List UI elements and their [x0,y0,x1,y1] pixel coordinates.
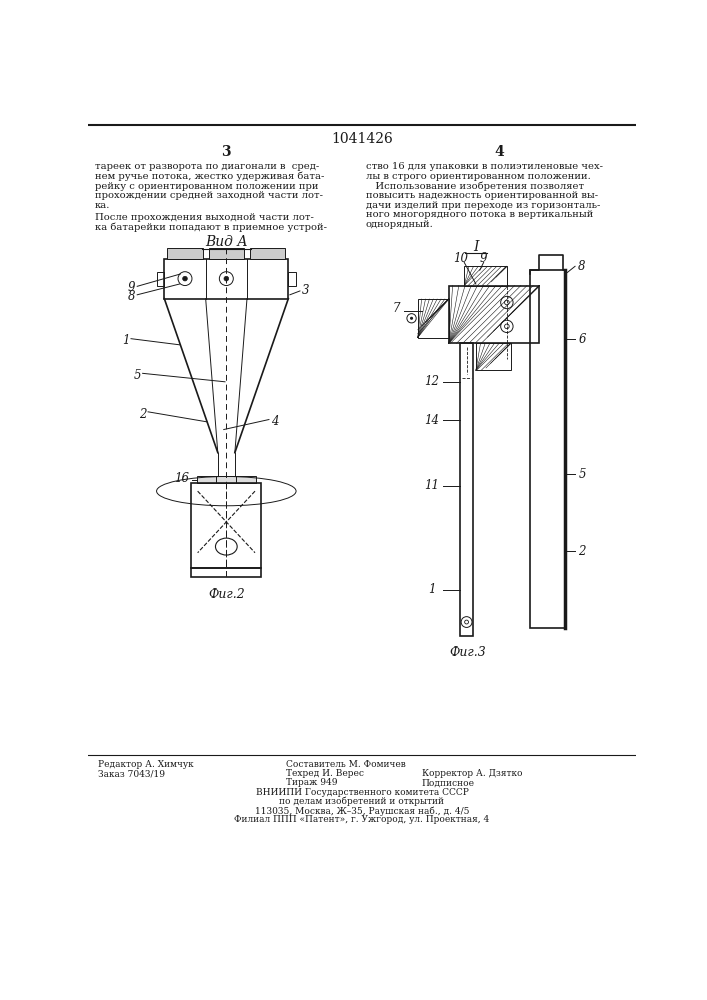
Text: Вид А: Вид А [205,235,247,249]
Text: 4: 4 [494,145,504,159]
Circle shape [182,276,187,281]
Text: прохождении средней заходной части лот-: прохождении средней заходной части лот- [95,191,322,200]
Text: 10: 10 [453,252,468,265]
Bar [156,272,164,286]
Text: Составитель М. Фомичев: Составитель М. Фомичев [286,760,406,769]
Bar [418,299,449,338]
Bar [216,476,236,483]
Text: 3: 3 [221,145,230,159]
Bar [192,483,261,568]
Text: ного многорядного потока в вертикальный: ного многорядного потока в вертикальный [366,210,593,219]
Text: После прохождения выходной части лот-: После прохождения выходной части лот- [95,213,313,222]
Bar [192,568,261,577]
Circle shape [224,276,228,281]
Text: Корректор А. Дзятко: Корректор А. Дзятко [421,769,522,778]
Bar [209,248,244,259]
Text: повысить надежность ориентированной вы-: повысить надежность ориентированной вы- [366,191,598,200]
Text: 5: 5 [134,369,141,382]
Text: тареек от разворота по диагонали в  сред-: тареек от разворота по диагонали в сред- [95,162,319,171]
Text: 4: 4 [271,415,278,428]
Text: дачи изделий при переходе из горизонталь-: дачи изделий при переходе из горизонталь… [366,201,600,210]
Text: Заказ 7043/19: Заказ 7043/19 [98,769,165,778]
Text: ка.: ка. [95,201,110,210]
Text: 3: 3 [302,284,309,297]
Text: 2: 2 [139,408,146,421]
Text: 14: 14 [424,414,439,427]
Text: 9: 9 [128,281,136,294]
Text: Фиг.2: Фиг.2 [208,588,245,601]
Text: Подписное: Подписное [421,778,474,787]
Bar [464,266,507,286]
Text: 1: 1 [428,583,436,596]
Text: Тираж 949: Тираж 949 [286,778,337,787]
Text: однорядный.: однорядный. [366,220,433,229]
Text: 5: 5 [578,468,586,481]
Text: 2: 2 [578,545,586,558]
Bar [288,272,296,286]
Text: Техред И. Верес: Техред И. Верес [286,769,364,778]
Text: 113035, Москва, Ж–35, Раушская наб., д. 4/5: 113035, Москва, Ж–35, Раушская наб., д. … [255,806,469,816]
Text: 1041426: 1041426 [331,132,393,146]
Bar [530,270,565,628]
Text: рейку с ориентированном положении при: рейку с ориентированном положении при [95,182,318,191]
Text: 1: 1 [122,334,129,347]
Text: 8: 8 [128,290,136,303]
Text: Использование изобретения позволяет: Использование изобретения позволяет [366,182,584,191]
Text: 12: 12 [424,375,439,388]
Text: 7: 7 [392,302,399,315]
Text: I: I [473,240,479,254]
Bar [460,343,473,636]
Bar [197,476,256,483]
Text: ка батарейки попадают в приемное устрой-: ка батарейки попадают в приемное устрой- [95,222,327,232]
Text: 8: 8 [578,260,586,273]
Text: 6: 6 [578,333,586,346]
Text: по делам изобретений и открытий: по делам изобретений и открытий [279,797,445,806]
Text: Филиал ППП «Патент», г. Ужгород, ул. Проектная, 4: Филиал ППП «Патент», г. Ужгород, ул. Про… [234,815,489,824]
Text: ВНИИПИ Государственного комитета СССР: ВНИИПИ Государственного комитета СССР [255,788,469,797]
Text: 16: 16 [174,472,189,485]
Text: 11: 11 [424,479,439,492]
Bar [449,286,539,343]
Text: 9: 9 [480,252,487,265]
Bar [250,248,285,259]
Text: лы в строго ориентированном положении.: лы в строго ориентированном положении. [366,172,590,181]
Text: Фиг.3: Фиг.3 [450,646,486,659]
Text: Редактор А. Химчук: Редактор А. Химчук [98,760,193,769]
Text: нем ручье потока, жестко удерживая бата-: нем ручье потока, жестко удерживая бата- [95,172,324,181]
Bar [168,248,203,259]
Bar [476,343,510,370]
Text: ство 16 для упаковки в полиэтиленовые чех-: ство 16 для упаковки в полиэтиленовые че… [366,162,603,171]
Circle shape [410,317,413,320]
Bar [164,259,288,299]
